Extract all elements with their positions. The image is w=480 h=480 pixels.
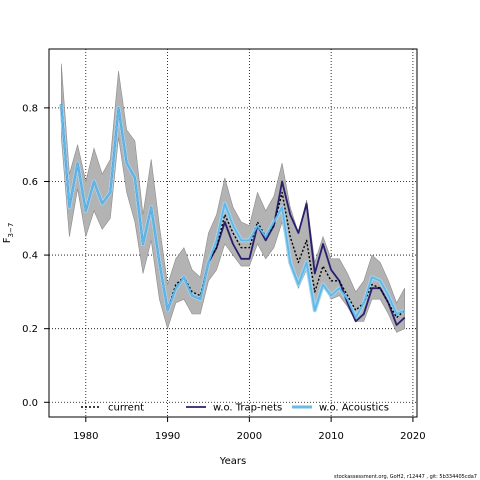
series-line-2 — [60, 104, 406, 319]
legend-label-0: current — [108, 403, 144, 414]
x-tick-label-1980: 1980 — [73, 431, 98, 442]
legend: current w.o. Trap-nets w.o. Acoustics — [81, 403, 389, 414]
y-tick-label-0: 0.0 — [22, 398, 38, 409]
legend-label-1: w.o. Trap-nets — [213, 403, 282, 414]
x-tick-label-2020: 2020 — [400, 431, 425, 442]
confidence-band — [61, 63, 405, 333]
plot-frame — [48, 48, 418, 418]
x-tick-label-1990: 1990 — [155, 431, 180, 442]
x-tick-label-2010: 2010 — [318, 431, 343, 442]
legend-label-2: w.o. Acoustics — [319, 403, 389, 414]
y-tick-label-0.8: 0.8 — [22, 103, 38, 114]
credit-text: stockassessment.org, GoH2, r12447 , git:… — [334, 474, 477, 480]
y-axis-title-main: F — [2, 237, 13, 243]
x-tick-label-2000: 2000 — [237, 431, 262, 442]
x-axis-title: Years — [219, 456, 246, 467]
y-tick-label-0.4: 0.4 — [22, 251, 38, 262]
y-tick-label-0.6: 0.6 — [22, 177, 38, 188]
x-axis: 1980 1990 2000 2010 2020 — [73, 417, 426, 442]
confidence-band-layer — [61, 63, 405, 333]
y-axis: 0.0 0.2 0.4 0.6 0.8 — [22, 103, 49, 409]
y-axis-title-subscript: 3−7 — [7, 223, 15, 238]
y-axis-title: F3−7 — [2, 223, 15, 244]
y-tick-label-0.2: 0.2 — [22, 324, 38, 335]
series-lines — [59, 104, 406, 326]
